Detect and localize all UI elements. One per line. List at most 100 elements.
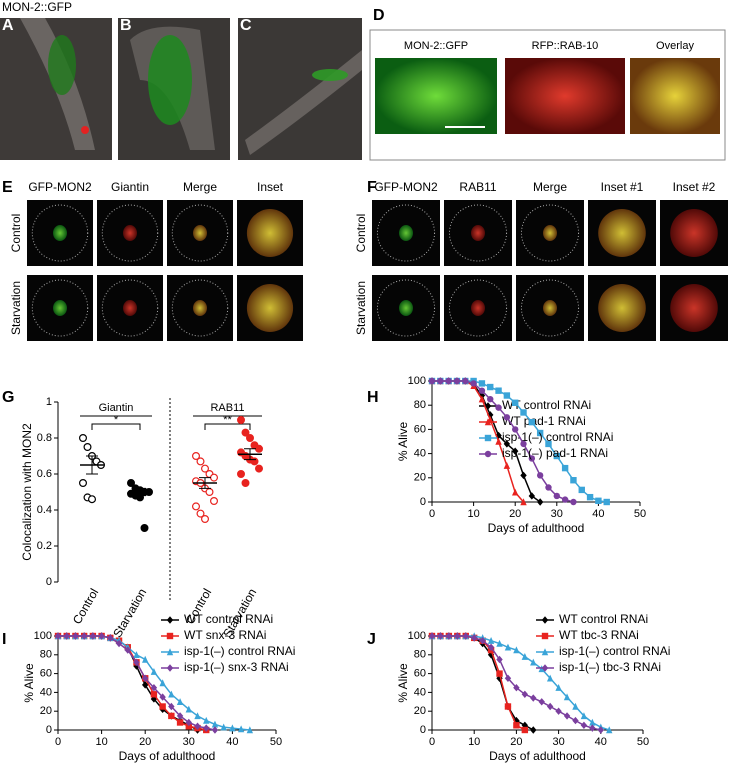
x-tick-label: 40 [226,736,238,748]
y-tick-label: 60 [414,423,426,435]
point [133,651,140,658]
point [512,447,519,455]
point [512,426,519,433]
dot [201,514,210,523]
x-tick-label: 0 [429,736,435,748]
legend-label: isp-1(–) control RNAi [559,644,670,658]
point [553,492,560,500]
outline [101,279,159,337]
x-tick-label: 20 [139,736,151,748]
point [513,646,520,654]
point [495,437,502,445]
point [521,652,529,660]
outline [171,279,229,337]
panel-label: I [2,631,6,648]
x-tick-label: 0 [429,508,435,520]
x-tick-label: 20 [510,736,522,748]
point [521,690,529,698]
x-tick-label: 30 [183,736,195,748]
dot [241,479,250,488]
header: MON-2::GFP [2,0,72,14]
legend-label: isp-1(–) tbc-3 RNAi [559,660,661,674]
y-tick-label: 80 [40,649,52,661]
d-label: RFP::RAB-10 [532,40,599,52]
dot [126,479,135,488]
dot [255,444,264,453]
point [606,726,613,734]
point [54,632,62,640]
x-tick-label: 20 [509,508,521,520]
point [124,646,131,654]
point [503,440,511,448]
signal [123,225,137,241]
row-label: Control [9,214,23,253]
legend-label: isp-1(–) control RNAi [184,644,295,658]
micrographs-a-c [0,18,362,160]
point [487,395,494,403]
column-label: GFP-MON2 [28,180,92,194]
signal [399,225,413,241]
error-bar [134,487,146,497]
outline [101,204,159,262]
legend-label: isp-1(–) pad-1 RNAi [502,446,608,460]
row-label: Starvation [354,281,368,335]
point [495,387,502,394]
point [428,632,436,640]
point [159,679,166,687]
point [437,377,444,385]
point [246,726,254,734]
dot [241,428,250,437]
significance-bracket [91,423,141,430]
signal [543,225,557,241]
dot [192,502,201,511]
point [470,380,477,387]
point [471,634,478,642]
dot [196,457,205,466]
column-label: Inset [257,180,284,194]
column-label: Giantin [111,180,149,194]
point [203,724,210,732]
y-tick-label: 40 [414,448,426,460]
dot [210,473,219,482]
legend-marker [484,450,492,458]
column-label: RAB11 [459,180,496,194]
point [203,716,210,724]
x-tick-label: 10 [95,736,107,748]
panel-label: D [373,7,385,24]
dot [205,488,214,497]
point [454,632,461,640]
point [487,651,495,659]
point [487,637,495,644]
point [63,632,70,640]
y-tick-label: 100 [34,630,52,642]
point [445,632,453,640]
legend-marker [484,434,492,442]
point [98,632,105,640]
point [595,497,602,504]
legend-marker [484,402,492,410]
signal [598,284,646,332]
point [478,395,486,403]
group-label: RAB11 [210,402,244,414]
point [503,462,511,469]
point [194,712,201,720]
legend-label: WT control RNAi [502,398,591,412]
signal [670,284,718,332]
significance-bracket [204,423,251,430]
point [487,643,495,651]
y-tick-label: 80 [414,649,426,661]
point [603,498,610,506]
point [495,404,502,411]
dot [237,416,246,425]
point [561,496,569,503]
point [142,681,149,689]
point [478,380,486,387]
point [503,414,511,421]
signal [399,300,413,316]
point [159,693,166,701]
signal [471,300,485,316]
legend-marker [166,664,174,672]
point [453,377,461,385]
point [572,702,579,710]
legend-marker [166,632,174,640]
